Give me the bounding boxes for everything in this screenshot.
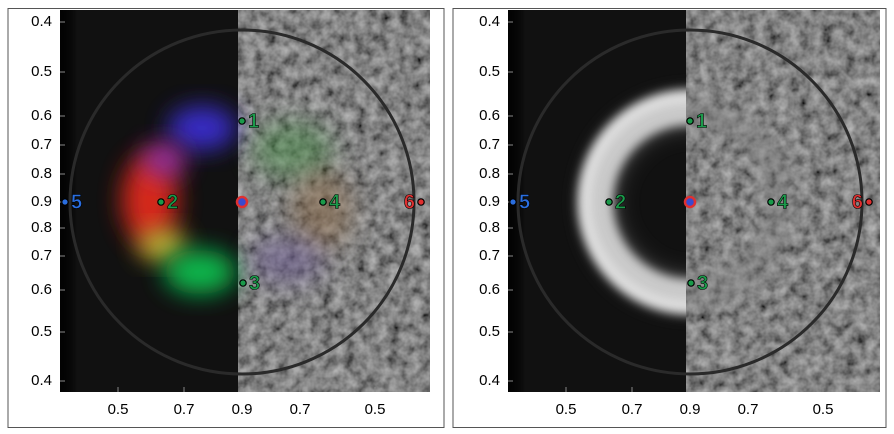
marker-dot bbox=[61, 198, 69, 206]
blob bbox=[249, 236, 325, 284]
gray-ring bbox=[587, 99, 793, 305]
y-tick-label: 0.9 bbox=[31, 193, 52, 210]
y-tick-label: 0.5 bbox=[479, 323, 500, 340]
marker-dot bbox=[239, 279, 247, 287]
y-tick-label: 0.7 bbox=[31, 136, 52, 153]
y-tick-label: 0.7 bbox=[31, 247, 52, 264]
marker-label: 4 bbox=[329, 191, 341, 213]
x-tick-label: 0.7 bbox=[290, 401, 311, 418]
marker-label: 2 bbox=[615, 191, 626, 213]
marker-label: 5 bbox=[71, 191, 82, 213]
faint-ring bbox=[68, 28, 416, 376]
marker-dot bbox=[686, 117, 694, 125]
y-tick-label: 0.4 bbox=[31, 13, 52, 30]
y-tick-label: 0.9 bbox=[479, 193, 500, 210]
y-tick-label: 0.6 bbox=[31, 281, 52, 298]
marker-label: 1 bbox=[696, 110, 707, 132]
y-tick-label: 0.6 bbox=[31, 107, 52, 124]
y-tick-label: 0.8 bbox=[479, 219, 500, 236]
panel: 0.4 0.5 0.6 0.7 0.8 0.9 0.8 0.7 0.6 0.5 0.4 0.5 0.7 0… bbox=[7, 8, 445, 428]
y-tick-label: 0.4 bbox=[479, 372, 500, 389]
y-tick-label: 0.6 bbox=[479, 281, 500, 298]
y-tick-label: 0.7 bbox=[479, 136, 500, 153]
y-tick-label: 0.8 bbox=[31, 219, 52, 236]
blob bbox=[252, 122, 332, 178]
x-tick-label: 0.5 bbox=[556, 401, 577, 418]
blob bbox=[138, 229, 186, 261]
y-tick-label: 0.4 bbox=[31, 372, 52, 389]
image bbox=[508, 10, 880, 392]
y-tick-label: 0.8 bbox=[479, 165, 500, 182]
y-tick-label: 0.4 bbox=[479, 13, 500, 30]
marker-dot bbox=[605, 198, 613, 206]
x-tick-label: 0.7 bbox=[174, 401, 195, 418]
marker-dot bbox=[238, 117, 246, 125]
marker-dot bbox=[687, 279, 695, 287]
y-tick-label: 0.5 bbox=[479, 63, 500, 80]
marker-label: 6 bbox=[404, 191, 415, 213]
x-tick-label: 0.9 bbox=[680, 401, 701, 418]
marker-dot bbox=[157, 198, 165, 206]
marker-dot bbox=[417, 198, 425, 206]
center-marker bbox=[235, 195, 249, 209]
marker-label: 6 bbox=[852, 191, 863, 213]
x-tick-label: 0.9 bbox=[232, 401, 253, 418]
marker-dot bbox=[865, 198, 873, 206]
x-tick-label: 0.5 bbox=[108, 401, 129, 418]
blob bbox=[164, 250, 236, 294]
marker-label: 2 bbox=[167, 191, 178, 213]
y-tick-label: 0.8 bbox=[31, 165, 52, 182]
x-tick-label: 0.7 bbox=[622, 401, 643, 418]
image bbox=[60, 10, 430, 392]
blob bbox=[292, 170, 352, 250]
marker-label: 3 bbox=[697, 272, 708, 294]
y-tick-label: 0.5 bbox=[31, 323, 52, 340]
panel: 0.4 0.5 0.6 0.7 0.8 0.9 0.8 0.7 0.6 0.5 0.4 0.5 0.7 0… bbox=[452, 8, 887, 428]
x-tick-label: 0.7 bbox=[738, 401, 759, 418]
faint-ring bbox=[516, 28, 864, 376]
marker-label: 4 bbox=[777, 191, 789, 213]
y-tick-label: 0.6 bbox=[479, 107, 500, 124]
y-tick-label: 0.7 bbox=[479, 247, 500, 264]
blob bbox=[168, 106, 236, 150]
marker-dot bbox=[767, 198, 775, 206]
marker-label: 1 bbox=[248, 110, 259, 132]
marker-dot bbox=[509, 198, 517, 206]
marker-label: 5 bbox=[519, 191, 530, 213]
marker-label: 3 bbox=[249, 272, 260, 294]
center-marker bbox=[683, 195, 697, 209]
blob bbox=[142, 142, 186, 178]
y-tick-label: 0.5 bbox=[31, 63, 52, 80]
x-tick-label: 0.5 bbox=[813, 401, 834, 418]
x-tick-label: 0.5 bbox=[365, 401, 386, 418]
marker-dot bbox=[319, 198, 327, 206]
